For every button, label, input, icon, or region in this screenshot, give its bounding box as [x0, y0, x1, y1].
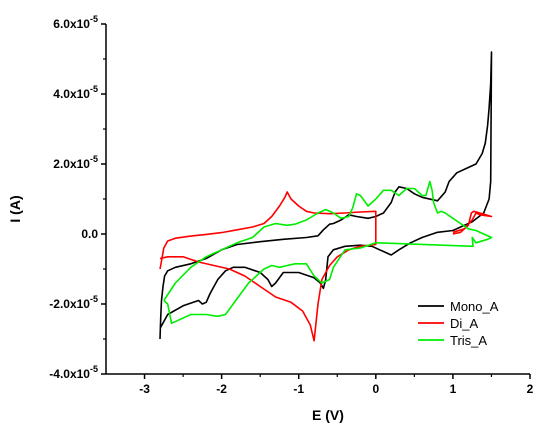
x-axis-title: E (V) [312, 407, 344, 423]
x-tick-label: -3 [139, 382, 150, 396]
x-tick-label: 1 [450, 382, 457, 396]
y-tick-label: 6.0x10-5 [53, 14, 98, 31]
y-tick-label: -2.0x10-5 [49, 294, 98, 311]
legend-label: Tris_A [450, 333, 487, 348]
x-tick-label: 0 [372, 382, 379, 396]
series-line-di-a [159, 191, 377, 342]
y-tick-label: 4.0x10-5 [53, 84, 98, 101]
legend: Mono_A Di_A Tris_A [418, 299, 499, 348]
y-tick-label: 2.0x10-5 [53, 154, 98, 171]
series-line-di-a-segment2 [452, 210, 493, 235]
legend-label: Mono_A [450, 299, 499, 314]
legend-label: Di_A [450, 316, 479, 331]
plot-area [159, 51, 493, 342]
x-tick-label: -1 [293, 382, 304, 396]
series-line-tris-a [163, 180, 493, 325]
y-tick-label: -4.0x10-5 [49, 364, 98, 381]
x-tick-label: -2 [216, 382, 227, 396]
series-line-mono-a [159, 51, 493, 340]
axes: -3 -2 -1 0 1 2 -4.0x10-5 -2.0x10-5 0.0 2.0x10-5 4.… [49, 14, 533, 396]
y-tick-label: 0.0 [81, 227, 98, 241]
y-axis-title: I (A) [7, 195, 23, 222]
x-tick-label: 2 [527, 382, 534, 396]
